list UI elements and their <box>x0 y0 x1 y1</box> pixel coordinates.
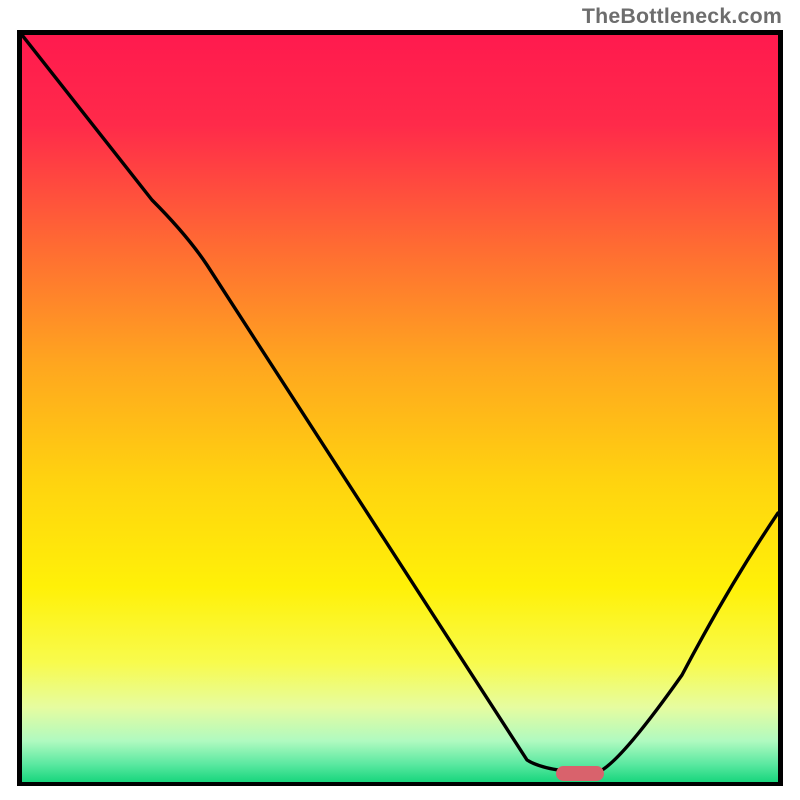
chart-root: TheBottleneck.com <box>0 0 800 800</box>
watermark-text: TheBottleneck.com <box>582 4 782 29</box>
optimum-marker <box>556 766 604 781</box>
bottleneck-curve <box>22 35 778 782</box>
plot-area <box>22 35 778 782</box>
